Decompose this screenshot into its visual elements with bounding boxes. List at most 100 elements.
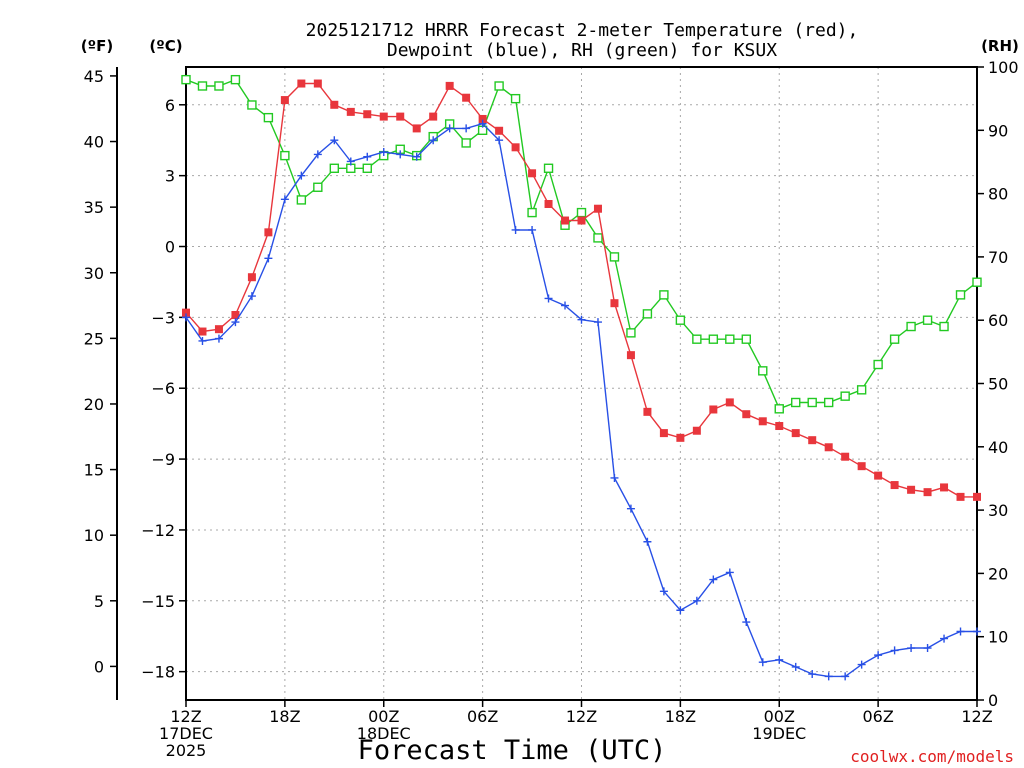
temperature-point bbox=[775, 422, 784, 431]
rh-point bbox=[576, 207, 587, 218]
dewpoint-point bbox=[709, 575, 718, 584]
dewpoint-point bbox=[544, 294, 553, 303]
rh-point bbox=[329, 163, 340, 173]
dewpoint-point bbox=[808, 670, 817, 679]
temperature-point bbox=[758, 417, 767, 426]
rh-point bbox=[972, 277, 982, 287]
temperature-point bbox=[956, 492, 965, 501]
fahrenheit-tick-label: 10 bbox=[84, 526, 104, 545]
temperature-point bbox=[247, 273, 256, 282]
rh-tick-label: 20 bbox=[988, 564, 1008, 583]
celsius-tick-label: −12 bbox=[141, 521, 175, 540]
time-tick-label: 18DEC bbox=[357, 724, 411, 743]
dewpoint-point bbox=[297, 171, 306, 180]
dewpoint-point bbox=[841, 672, 850, 681]
rh-point bbox=[362, 163, 372, 173]
rh-point bbox=[692, 334, 702, 344]
rh-point bbox=[181, 74, 191, 85]
fahrenheit-tick-label: 15 bbox=[84, 461, 104, 480]
rh-point bbox=[741, 334, 751, 344]
dewpoint-point bbox=[330, 136, 339, 145]
rh-tick-label: 40 bbox=[988, 438, 1008, 457]
temperature-point bbox=[429, 112, 438, 121]
chart-title-line-2: Dewpoint (blue), RH (green) for KSUX bbox=[387, 40, 777, 61]
dewpoint-point bbox=[725, 568, 734, 577]
dewpoint-point bbox=[758, 658, 767, 667]
rh-point bbox=[774, 404, 784, 414]
dewpoint-point bbox=[692, 596, 701, 605]
celsius-tick-label: −3 bbox=[151, 308, 175, 327]
dewpoint-point bbox=[412, 152, 421, 161]
rh-point bbox=[543, 163, 554, 173]
dewpoint-point bbox=[874, 651, 883, 660]
celsius-tick-label: −15 bbox=[141, 592, 175, 611]
temperature-point bbox=[544, 199, 553, 208]
rh-point bbox=[906, 321, 916, 332]
temperature-point bbox=[445, 81, 454, 90]
rh-point bbox=[642, 309, 653, 319]
rh-tick-label: 90 bbox=[988, 121, 1008, 140]
rh-point bbox=[675, 315, 686, 325]
temperature-point bbox=[462, 93, 471, 102]
dewpoint-point bbox=[973, 627, 981, 636]
rh-point bbox=[758, 366, 768, 376]
temperature-point bbox=[808, 436, 817, 445]
rh-point bbox=[823, 397, 834, 408]
dewpoint-point bbox=[478, 119, 487, 128]
temperature-point bbox=[495, 126, 504, 135]
time-tick-label: 00Z bbox=[764, 707, 795, 726]
fahrenheit-tick-label: 30 bbox=[84, 264, 104, 283]
temperature-point bbox=[626, 351, 635, 360]
dewpoint-point bbox=[231, 318, 240, 327]
fahrenheit-tick-label: 0 bbox=[94, 657, 104, 676]
dewpoint-point bbox=[313, 150, 322, 159]
dewpoint-point bbox=[182, 313, 190, 322]
fahrenheit-tick-label: 25 bbox=[84, 329, 104, 348]
temperature-point bbox=[346, 107, 355, 116]
rh-line bbox=[185, 78, 978, 410]
temperature-point bbox=[610, 299, 619, 308]
rh-tick-label: 80 bbox=[988, 185, 1008, 204]
dewpoint-point bbox=[379, 148, 388, 157]
dewpoint-point bbox=[445, 124, 454, 133]
rh-point bbox=[659, 290, 669, 300]
credit-text: coolwx.com/models bbox=[850, 747, 1014, 766]
dewpoint-point bbox=[280, 195, 289, 204]
rh-point bbox=[263, 112, 274, 123]
rh-tick-label: 70 bbox=[988, 248, 1008, 267]
grid-lines bbox=[185, 67, 978, 700]
time-tick-label: 18Z bbox=[665, 707, 696, 726]
temperature-point bbox=[511, 143, 520, 152]
temperature-point bbox=[725, 398, 734, 407]
rh-point bbox=[461, 138, 471, 148]
fahrenheit-axis: 0 5 10 15 20 25 30 35 40 45 bbox=[84, 67, 117, 676]
dewpoint-point bbox=[643, 537, 652, 546]
dewpoint-point bbox=[528, 225, 537, 234]
time-tick-label: 06Z bbox=[467, 707, 498, 726]
temperature-point bbox=[593, 204, 602, 213]
celsius-tick-label: 0 bbox=[165, 238, 175, 257]
dewpoint-point bbox=[676, 606, 685, 615]
dewpoint-point bbox=[626, 504, 635, 513]
rh-point bbox=[494, 81, 504, 91]
dewpoint-series bbox=[182, 119, 981, 681]
dewpoint-point bbox=[561, 301, 570, 310]
temperature-point bbox=[478, 114, 487, 123]
temperature-point bbox=[313, 79, 322, 88]
plot-frame bbox=[185, 66, 978, 701]
temperature-point bbox=[643, 407, 652, 416]
rh-point bbox=[807, 397, 817, 408]
rh-point bbox=[856, 385, 867, 395]
chart-title-line-1: 2025121712 HRRR Forecast 2-meter Tempera… bbox=[306, 20, 859, 41]
time-tick-label: 19DEC bbox=[752, 724, 806, 743]
dewpoint-point bbox=[363, 152, 372, 161]
dewpoint-point bbox=[775, 655, 784, 664]
celsius-unit-label: (ºC) bbox=[149, 37, 182, 55]
rh-point bbox=[214, 81, 224, 91]
time-tick-label: 12Z bbox=[170, 707, 201, 726]
rh-point bbox=[296, 195, 307, 205]
rh-axis: 0 10 20 30 40 50 60 70 80 90 100 bbox=[977, 58, 1019, 710]
temperature-point bbox=[214, 325, 223, 334]
temperature-point bbox=[659, 429, 668, 438]
